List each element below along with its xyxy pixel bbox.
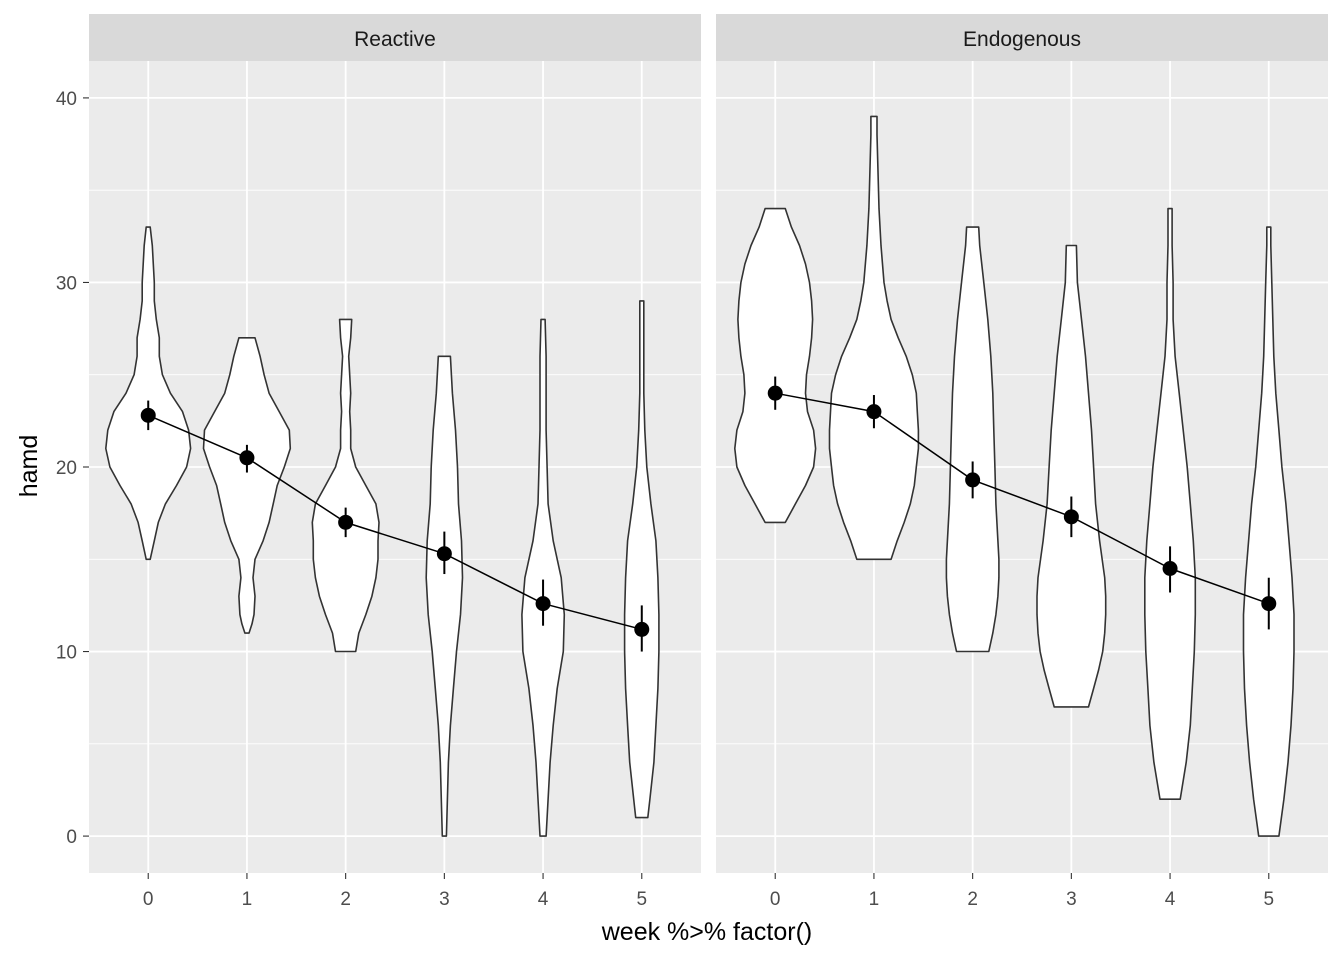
violin [202,337,292,634]
violin [623,300,660,819]
mean-point [965,472,981,488]
y-tick-label: 10 [56,643,77,664]
y-tick-label: 0 [66,827,77,848]
mean-point [1261,596,1277,612]
y-tick-label: 20 [56,458,77,479]
mean-point [140,407,156,423]
x-tick-label: 4 [1165,889,1176,910]
x-tick-label: 3 [439,889,450,910]
violin [945,226,1000,653]
panel-reactive: Reactive 0 1 2 3 4 5 [89,14,701,910]
strip-label: Reactive [354,28,436,51]
mean-line [147,414,642,631]
violin [311,318,380,653]
violin [521,318,566,837]
mean-point [436,546,452,562]
mean-point [1063,509,1079,525]
mean-point [338,514,354,530]
mean-point [1162,561,1178,576]
violin [105,226,192,561]
mean-point [535,596,551,612]
mean-point [634,621,650,637]
x-tick-label: 5 [1263,889,1274,910]
x-tick-label: 0 [770,889,781,910]
violin [828,115,920,561]
violin [734,207,817,524]
panel-endogenous: Endogenous 0 1 2 3 4 5 [716,14,1328,910]
violin [1036,244,1107,708]
y-axis-title: hamd [15,435,43,498]
violin [1242,226,1295,837]
y-tick-label: 40 [56,89,77,110]
x-tick-label: 3 [1066,889,1077,910]
x-tick-label: 1 [869,889,880,910]
x-tick-label: 2 [967,889,978,910]
x-tick-label: 1 [242,889,253,910]
x-tick-label: 4 [538,889,549,910]
x-tick-label: 5 [636,889,647,910]
x-axis-title: week %>% factor() [601,918,813,946]
x-tick-label: 2 [340,889,351,910]
mean-point [239,450,255,466]
strip-label: Endogenous [963,28,1081,51]
violin [1144,207,1197,800]
x-tick-label: 0 [143,889,154,910]
mean-point [866,404,882,420]
mean-point [767,385,783,401]
strip-background [716,14,1328,61]
strip-background [89,14,701,61]
violin [425,355,464,837]
y-tick-label: 30 [56,273,77,294]
mean-line [775,392,1270,605]
